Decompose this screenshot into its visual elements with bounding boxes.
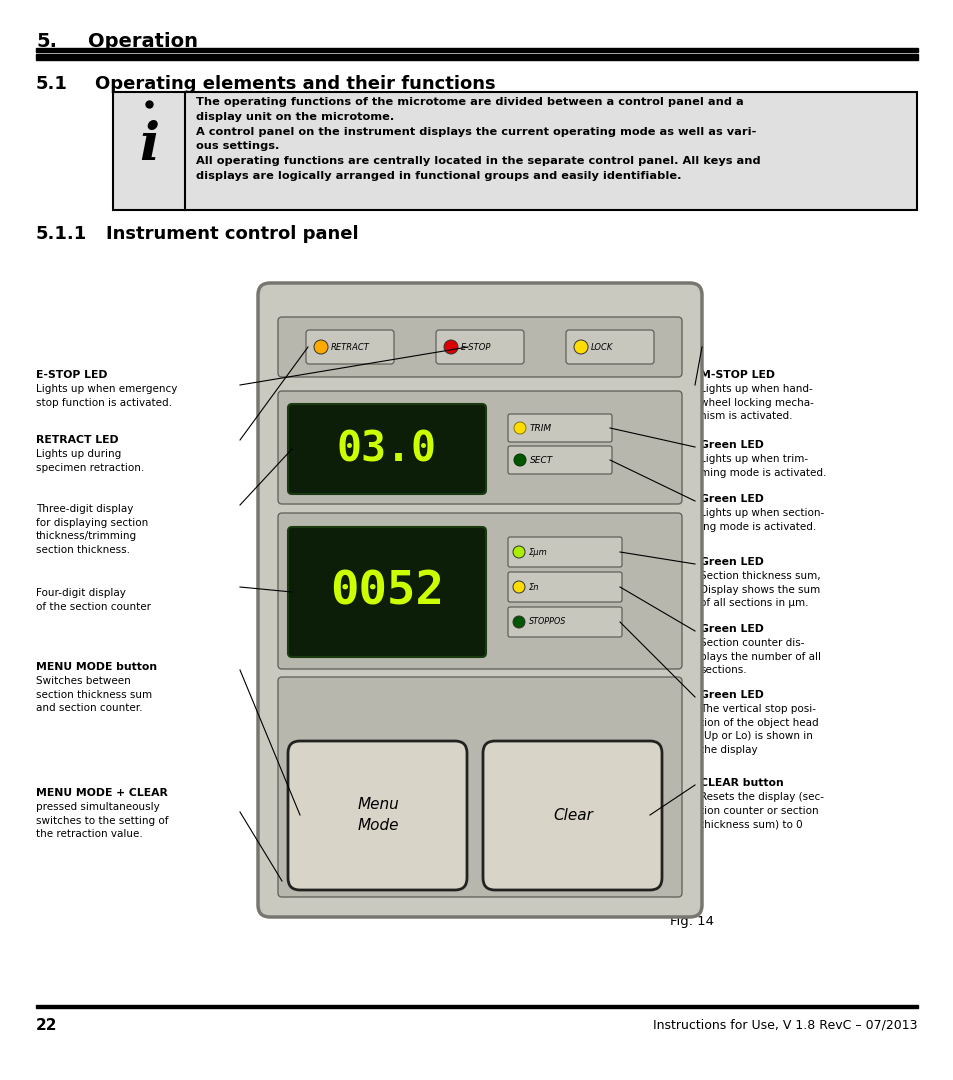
Bar [36,48,917,52]
Text: M-STOP LED: M-STOP LED [700,370,774,380]
FancyBboxPatch shape [507,572,621,602]
Text: Lights up when section-
ing mode is activated.: Lights up when section- ing mode is acti… [700,508,823,531]
FancyBboxPatch shape [277,391,681,504]
FancyBboxPatch shape [277,513,681,669]
Text: Instructions for Use, V 1.8 RevC – 07/2013: Instructions for Use, V 1.8 RevC – 07/20… [653,1018,917,1031]
Text: 22: 22 [36,1018,57,1032]
Text: 5.: 5. [36,32,57,51]
Bar [36,1005,917,1008]
FancyBboxPatch shape [306,330,394,364]
Text: Lights up when emergency
stop function is activated.: Lights up when emergency stop function i… [36,384,177,407]
FancyBboxPatch shape [257,283,701,917]
Text: Four-digit display
of the section counter: Four-digit display of the section counte… [36,588,151,611]
FancyBboxPatch shape [436,330,523,364]
Text: Clear: Clear [553,808,593,823]
Text: Resets the display (sec-
tion counter or section
thickness sum) to 0: Resets the display (sec- tion counter or… [700,792,823,829]
FancyBboxPatch shape [507,414,612,442]
Text: Section counter dis-
plays the number of all
sections.: Section counter dis- plays the number of… [700,638,821,675]
Text: Section thickness sum,
Display shows the sum
of all sections in μm.: Section thickness sum, Display shows the… [700,571,820,608]
Text: Fig. 14: Fig. 14 [669,915,713,928]
Circle shape [574,340,587,354]
Text: Operation: Operation [88,32,198,51]
Text: Lights up when trim-
ming mode is activated.: Lights up when trim- ming mode is activa… [700,454,825,477]
Text: 5.1.1: 5.1.1 [36,225,87,243]
Text: MENU MODE + CLEAR: MENU MODE + CLEAR [36,788,168,798]
FancyBboxPatch shape [565,330,654,364]
Text: LOCK: LOCK [590,342,613,351]
Circle shape [513,546,524,558]
FancyBboxPatch shape [277,677,681,897]
FancyBboxPatch shape [507,537,621,567]
FancyBboxPatch shape [507,607,621,637]
Circle shape [514,422,525,434]
Text: Σn: Σn [529,582,539,592]
Text: Operating elements and their functions: Operating elements and their functions [95,75,496,93]
FancyBboxPatch shape [277,318,681,377]
Text: Green LED: Green LED [700,494,763,504]
Text: SECT: SECT [530,456,553,464]
Circle shape [314,340,328,354]
Text: 03.0: 03.0 [336,428,436,470]
Circle shape [513,616,524,627]
Text: 5.1: 5.1 [36,75,68,93]
Bar [36,54,917,60]
Text: The vertical stop posi-
tion of the object head
(Up or Lo) is shown in
the displ: The vertical stop posi- tion of the obje… [700,704,818,755]
Text: E-STOP LED: E-STOP LED [36,370,108,380]
FancyBboxPatch shape [288,404,485,494]
Text: TRIM: TRIM [530,423,552,432]
Text: STOPPOS: STOPPOS [529,618,566,626]
Text: Green LED: Green LED [700,690,763,700]
Text: 0052: 0052 [330,569,443,615]
Text: Switches between
section thickness sum
and section counter.: Switches between section thickness sum a… [36,676,152,713]
Text: The operating functions of the microtome are divided between a control panel and: The operating functions of the microtome… [195,97,760,181]
FancyBboxPatch shape [482,741,661,890]
Text: MENU MODE button: MENU MODE button [36,662,157,672]
FancyBboxPatch shape [288,527,485,657]
Text: i: i [139,120,159,171]
Circle shape [443,340,457,354]
Circle shape [514,454,525,465]
Text: Three-digit display
for displaying section
thickness/trimming
section thickness.: Three-digit display for displaying secti… [36,504,148,555]
Text: Green LED: Green LED [700,440,763,450]
Text: Instrument control panel: Instrument control panel [106,225,358,243]
Text: RETRACT LED: RETRACT LED [36,435,118,445]
Text: pressed simultaneously
switches to the setting of
the retraction value.: pressed simultaneously switches to the s… [36,802,169,839]
Text: Lights up when hand-
wheel locking mecha-
nism is activated.: Lights up when hand- wheel locking mecha… [700,384,813,421]
Text: Green LED: Green LED [700,624,763,634]
Text: Σμm: Σμm [529,548,547,556]
Circle shape [513,581,524,593]
FancyBboxPatch shape [288,741,467,890]
FancyBboxPatch shape [507,446,612,474]
Text: CLEAR button: CLEAR button [700,778,783,788]
Text: Lights up during
specimen retraction.: Lights up during specimen retraction. [36,449,144,473]
Text: RETRACT: RETRACT [331,342,370,351]
Text: E-STOP: E-STOP [460,342,491,351]
FancyBboxPatch shape [112,92,916,210]
Text: Green LED: Green LED [700,557,763,567]
Text: Menu
Mode: Menu Mode [356,797,398,833]
